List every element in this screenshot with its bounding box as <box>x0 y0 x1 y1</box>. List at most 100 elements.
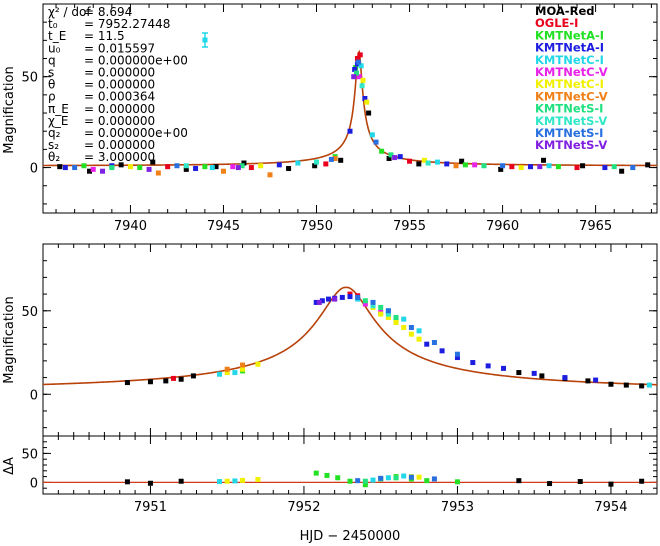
param-value: = 0.000000e+00 <box>84 126 188 140</box>
x-tick-label: 7955 <box>393 219 426 234</box>
data-point <box>332 155 338 161</box>
data-point <box>147 480 153 486</box>
data-point <box>424 341 430 347</box>
legend-entry: KMTNetS-I <box>535 126 603 140</box>
data-point <box>431 340 437 345</box>
data-point <box>360 77 366 83</box>
data-point <box>232 478 238 484</box>
data-point <box>224 370 230 376</box>
legend: MOA-RedOGLE-IKMTNetA-IKMTNetA-IKMTNetC-I… <box>535 4 608 152</box>
data-point <box>339 294 345 300</box>
data-point <box>165 164 171 170</box>
x-tick-label: 7952 <box>287 500 320 515</box>
data-point <box>401 316 407 322</box>
data-point <box>239 163 245 169</box>
data-point <box>421 157 427 163</box>
data-point <box>408 474 414 480</box>
data-point <box>57 164 63 170</box>
data-point <box>202 164 208 170</box>
data-point <box>608 381 614 387</box>
data-point <box>240 366 246 372</box>
param-value: = 3.000000 <box>84 150 155 164</box>
x-tick-label: 7965 <box>579 219 612 234</box>
data-point <box>355 478 361 484</box>
data-point <box>416 336 422 342</box>
data-point <box>485 363 491 369</box>
param-value: = 0.015597 <box>84 41 155 55</box>
fit-parameters: χ² / dof= 8.694 t₀ = 7952.27448 t_E = 11.5 u₀… <box>48 5 188 164</box>
data-point <box>241 160 247 166</box>
data-point <box>539 373 545 379</box>
legend-entry: MOA-Red <box>535 4 594 18</box>
legend-entry: KMTNetC-I <box>535 53 604 67</box>
data-point <box>378 311 384 317</box>
data-point <box>347 294 353 300</box>
data-point <box>408 324 414 330</box>
data-point <box>347 478 353 484</box>
param-name: q₂ <box>48 126 61 140</box>
param-name: ρ <box>48 90 56 104</box>
data-point <box>347 128 353 134</box>
data-point <box>416 474 422 480</box>
data-point <box>255 477 261 482</box>
data-point <box>386 155 392 161</box>
data-point <box>62 165 68 171</box>
data-point <box>324 472 330 478</box>
data-point <box>356 74 362 80</box>
data-point <box>408 331 414 337</box>
data-point <box>362 478 368 484</box>
data-point <box>370 477 376 483</box>
data-point <box>267 172 273 178</box>
data-point <box>362 96 368 101</box>
data-point <box>362 298 368 304</box>
data-point <box>378 475 384 481</box>
data-point <box>328 156 334 162</box>
data-point <box>580 163 586 169</box>
legend-entry: KMTNetC-V <box>535 89 608 103</box>
data-point <box>385 314 391 320</box>
legend-entry: KMTNetA-I <box>535 28 604 42</box>
data-point <box>439 348 445 354</box>
data-point <box>224 366 230 372</box>
data-point <box>109 165 115 171</box>
data-point <box>362 301 368 307</box>
data-point <box>354 70 360 76</box>
x-tick-label: 7950 <box>300 219 333 234</box>
data-point <box>574 165 580 171</box>
data-point <box>373 139 379 145</box>
data-point <box>313 470 319 476</box>
y-tick-label: 50 <box>21 447 38 462</box>
data-point <box>312 163 318 169</box>
param-name: π_E <box>48 102 69 116</box>
param-value: = 0.000000 <box>84 78 155 92</box>
param-name: s <box>48 66 54 80</box>
param-name: χ_E <box>48 114 69 128</box>
param-value: = 7952.27448 <box>84 17 170 31</box>
y-tick-label: 0 <box>30 388 38 403</box>
param-value: = 0.000000 <box>84 66 155 80</box>
legend-entry: KMTNetS-V <box>535 114 607 128</box>
data-point <box>472 162 478 168</box>
data-point <box>100 168 106 174</box>
data-point <box>393 314 399 320</box>
data-point <box>146 166 152 172</box>
data-point <box>537 164 543 170</box>
data-point <box>240 362 246 368</box>
data-point <box>546 163 552 169</box>
data-point <box>407 158 413 164</box>
data-point <box>397 154 403 160</box>
data-point <box>258 163 264 169</box>
data-point <box>425 160 431 166</box>
data-point <box>454 351 460 357</box>
legend-entry: OGLE-I <box>535 16 578 30</box>
data-point <box>509 164 515 170</box>
data-point <box>240 477 246 483</box>
middle-model-curve <box>42 286 658 386</box>
param-name: θ₂ <box>48 150 60 164</box>
data-point <box>127 164 133 170</box>
x-tick-label: 7951 <box>134 500 167 515</box>
data-point <box>338 157 344 163</box>
data-point <box>217 371 223 377</box>
data-point <box>335 475 341 481</box>
x-tick-label: 7940 <box>114 219 147 234</box>
